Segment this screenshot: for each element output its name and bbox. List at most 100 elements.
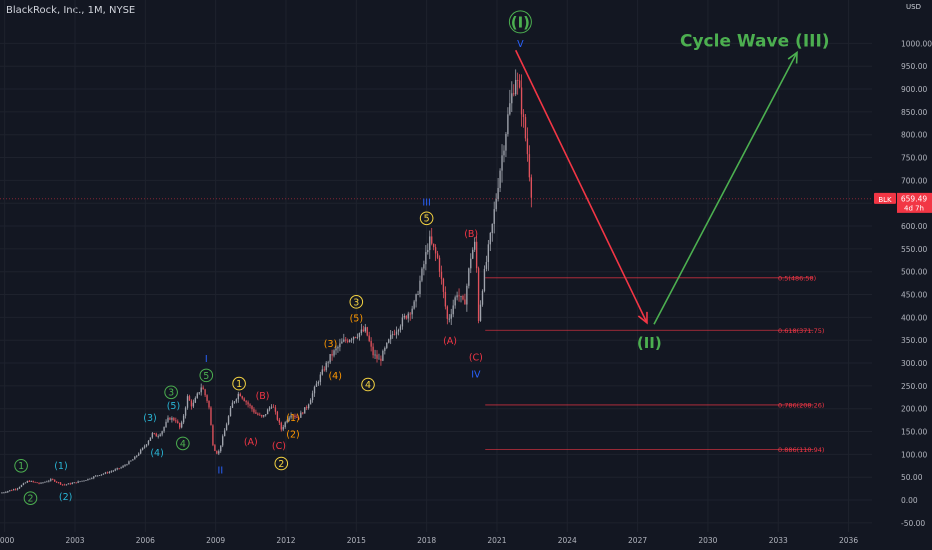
candle-body xyxy=(69,483,72,485)
candle-body xyxy=(495,198,497,210)
candle-body xyxy=(177,421,179,423)
candle-body xyxy=(30,481,32,482)
candle-body xyxy=(22,483,25,486)
candle-body xyxy=(452,305,454,315)
candle-body xyxy=(143,446,146,448)
wave-label: IV xyxy=(471,369,481,380)
candle-body xyxy=(77,481,79,483)
y-tick-label: 500.00 xyxy=(901,268,927,277)
candle-body xyxy=(483,268,486,291)
wave-labels: 1 2 (1) (2) (3) (4) (5) 3 4 I 5 II 1 (A) (B) (C) (1) (2) 2… xyxy=(14,10,830,506)
wave-label-circle xyxy=(23,491,38,506)
candle-body xyxy=(161,431,163,435)
candle-body xyxy=(298,417,300,419)
wave-label: (2) xyxy=(59,492,72,503)
candle-body xyxy=(46,481,48,483)
price-tag-ticker: BLK xyxy=(878,196,892,204)
candle-body xyxy=(108,471,111,473)
candle-body xyxy=(110,471,113,473)
axis-corner xyxy=(876,532,932,550)
candle-body xyxy=(376,354,378,359)
candle-body xyxy=(231,402,234,408)
candle-body xyxy=(454,297,456,306)
candle-body xyxy=(222,436,224,446)
wave-label: (4) xyxy=(328,371,341,382)
candle-body xyxy=(259,414,261,416)
candle-body xyxy=(255,412,257,414)
candle-body xyxy=(73,482,75,484)
candle-body xyxy=(331,354,333,356)
y-tick-label: 900.00 xyxy=(901,85,927,94)
candle-body xyxy=(270,406,273,408)
candle-body xyxy=(378,358,380,360)
wave-label: (5) xyxy=(167,401,180,412)
candle-body xyxy=(159,434,161,437)
price-tag-countdown: 4d 7h xyxy=(904,204,924,212)
candle-body xyxy=(128,461,130,465)
candle-body xyxy=(282,427,284,430)
candle-body xyxy=(356,337,359,338)
candle-body xyxy=(173,418,175,421)
wave-label-circle xyxy=(164,385,178,400)
candle-body xyxy=(509,103,511,115)
fibonacci-levels: 0.5(486.58) 0.618(371.75) 0.786(208.26) 0.8… xyxy=(0,198,872,454)
candle-body xyxy=(290,415,292,418)
candle-body xyxy=(405,315,407,319)
candle-body xyxy=(40,482,42,484)
candle-body xyxy=(50,479,52,481)
candle-body xyxy=(206,395,208,401)
wave-label-circle xyxy=(232,376,246,391)
candle-body xyxy=(106,472,109,474)
wave-label: (II) xyxy=(637,334,662,352)
currency-label: USD xyxy=(906,3,921,11)
candle-body xyxy=(165,421,167,427)
x-tick-label: 2024 xyxy=(558,536,577,545)
chart-symbol-title: BlackRock, Inc., 1M, NYSE xyxy=(6,5,136,16)
x-tick-label: 2015 xyxy=(347,536,366,545)
wave-label: 5 xyxy=(424,214,430,225)
candle-body xyxy=(513,93,515,95)
y-tick-label: 450.00 xyxy=(901,291,927,300)
wave-label: I xyxy=(205,354,208,365)
candle-body xyxy=(436,253,439,258)
candle-body xyxy=(7,491,9,493)
wave-label: (3) xyxy=(324,339,337,350)
candle-body xyxy=(155,433,157,437)
candle-body xyxy=(212,425,214,446)
candle-body xyxy=(210,407,212,426)
candle-body xyxy=(294,415,296,418)
candle-body xyxy=(208,400,210,408)
wave-label: (I) xyxy=(511,13,530,31)
x-tick-label: 2006 xyxy=(136,536,155,545)
candle-body xyxy=(354,337,357,338)
candle-body xyxy=(98,475,101,476)
y-tick-label: -50.00 xyxy=(901,519,925,528)
candle-body xyxy=(204,389,206,396)
candle-body xyxy=(157,436,159,437)
candle-body xyxy=(227,416,230,425)
candle-body xyxy=(315,383,318,387)
y-tick-label: 850.00 xyxy=(901,108,927,117)
candle-body xyxy=(386,342,388,348)
wave-label: 4 xyxy=(180,439,186,450)
candle-body xyxy=(278,419,281,423)
wave-label: (A) xyxy=(244,437,258,448)
x-tick-label: 2012 xyxy=(276,536,295,545)
candle-body xyxy=(489,233,491,245)
candle-body xyxy=(411,308,413,315)
y-tick-label: 50.00 xyxy=(901,473,923,482)
candle-body xyxy=(319,374,322,382)
wave-label: (B) xyxy=(464,229,478,240)
chart-axes: 1000.00 950.00 900.00 850.00 800.00 750.00 700… xyxy=(0,39,932,545)
candle-body xyxy=(235,399,238,402)
candle-body xyxy=(65,484,68,486)
candle-body xyxy=(317,381,320,384)
candle-body xyxy=(1,492,3,494)
candle-body xyxy=(358,333,361,338)
candle-body xyxy=(229,407,232,417)
wave-label: (2) xyxy=(286,430,299,441)
y-tick-label: 600.00 xyxy=(901,222,927,231)
candle-body xyxy=(263,415,265,417)
candle-body xyxy=(116,468,118,470)
